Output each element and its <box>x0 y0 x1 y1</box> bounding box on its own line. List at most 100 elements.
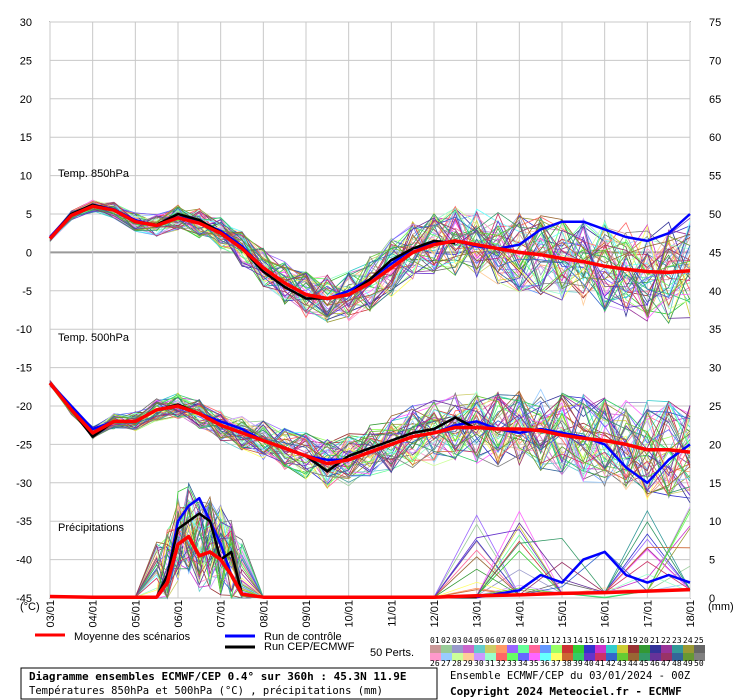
pert-color-cell <box>617 653 628 661</box>
pert-number: 16 <box>595 636 605 645</box>
pert-color-cell <box>617 645 628 653</box>
right-tick-label: 0 <box>709 593 715 605</box>
main-series <box>48 203 691 599</box>
pert-number: 41 <box>595 659 605 668</box>
pert-number: 12 <box>551 636 561 645</box>
pert-number: 32 <box>496 659 506 668</box>
left-tick-label: -30 <box>16 478 32 490</box>
pert-number: 39 <box>573 659 583 668</box>
perturbation-line-t500 <box>49 381 691 481</box>
pert-color-cell <box>672 653 683 661</box>
pert-color-cell <box>485 653 496 661</box>
x-tick-label: 18/01 <box>685 600 697 628</box>
pert-number: 34 <box>518 659 528 668</box>
pert-color-cell <box>628 653 639 661</box>
pert-color-cell <box>606 653 617 661</box>
left-tick-label: -35 <box>16 516 32 528</box>
perturbation-line-t500 <box>49 380 691 472</box>
pert-color-cell <box>518 645 529 653</box>
pert-number: 30 <box>474 659 484 668</box>
pert-color-cell <box>683 645 694 653</box>
pert-number: 17 <box>606 636 616 645</box>
pert-number: 47 <box>661 659 671 668</box>
pert-color-cell <box>628 645 639 653</box>
pert-number: 44 <box>628 659 638 668</box>
x-tick-label: 09/01 <box>301 600 313 628</box>
pert-color-cell <box>430 653 441 661</box>
panel-label-t850: Temp. 850hPa <box>58 168 130 180</box>
pert-color-cell <box>562 653 573 661</box>
series-line-precip <box>49 534 691 599</box>
pert-number: 33 <box>507 659 517 668</box>
perturbation-line-t500 <box>49 384 691 487</box>
left-tick-label: 0 <box>26 247 32 259</box>
left-tick-label: -5 <box>22 286 32 298</box>
pert-number: 46 <box>650 659 660 668</box>
right-tick-label: 20 <box>709 439 721 451</box>
left-tick-label: 30 <box>20 17 32 29</box>
legend-mean-label: Moyenne des scénarios <box>74 631 191 643</box>
right-tick-label: 55 <box>709 171 721 183</box>
pert-number: 21 <box>650 636 660 645</box>
panel-label-precip: Précipitations <box>58 522 125 534</box>
pert-color-cell <box>529 645 540 653</box>
right-tick-label: 75 <box>709 17 721 29</box>
right-tick-label: 5 <box>709 555 715 567</box>
left-unit-label: (°C) <box>20 601 40 613</box>
pert-number: 23 <box>672 636 682 645</box>
pert-number: 02 <box>441 636 451 645</box>
pert-number: 28 <box>452 659 462 668</box>
pert-color-cell <box>551 645 562 653</box>
pert-color-cell <box>573 653 584 661</box>
x-tick-label: 14/01 <box>514 600 526 628</box>
left-tick-label: -10 <box>16 324 32 336</box>
pert-number: 42 <box>606 659 616 668</box>
pert-number: 27 <box>441 659 451 668</box>
pert-number: 15 <box>584 636 594 645</box>
perturbation-line-t850 <box>49 203 691 312</box>
x-tick-label: 08/01 <box>258 600 270 628</box>
left-tick-label: -15 <box>16 363 32 375</box>
pert-color-cell <box>573 645 584 653</box>
x-tick-label: 15/01 <box>557 600 569 628</box>
right-tick-label: 10 <box>709 516 721 528</box>
pert-color-cell <box>452 645 463 653</box>
right-tick-label: 60 <box>709 132 721 144</box>
left-tick-label: -25 <box>16 439 32 451</box>
pert-number: 43 <box>617 659 627 668</box>
pert-color-cell <box>452 653 463 661</box>
perturbation-line-t500 <box>49 380 691 476</box>
pert-number: 08 <box>507 636 517 645</box>
x-tick-label: 13/01 <box>472 600 484 628</box>
x-tick-label: 07/01 <box>216 600 228 628</box>
legend-ecmwf-label: Run CEP/ECMWF <box>264 641 355 653</box>
footer-run-info: Ensemble ECMWF/CEP du 03/01/2024 - 00Z <box>450 670 690 682</box>
pert-number: 19 <box>628 636 638 645</box>
right-tick-label: 70 <box>709 55 721 67</box>
pert-color-cell <box>650 653 661 661</box>
pert-color-cell <box>595 653 606 661</box>
pert-number: 37 <box>551 659 561 668</box>
x-tick-label: 17/01 <box>642 600 654 628</box>
pert-number: 50 <box>694 659 704 668</box>
x-tick-label: 03/01 <box>45 600 57 628</box>
pert-color-cell <box>683 653 694 661</box>
footer-copyright: Copyright 2024 Meteociel.fr - ECMWF <box>450 685 682 698</box>
pert-number: 13 <box>562 636 572 645</box>
perturbation-line-t850 <box>49 208 691 319</box>
pert-color-cell <box>606 645 617 653</box>
pert-number: 29 <box>463 659 473 668</box>
x-tick-label: 12/01 <box>429 600 441 628</box>
pert-color-cell <box>507 653 518 661</box>
pert-number: 35 <box>529 659 539 668</box>
pert-number: 45 <box>639 659 649 668</box>
right-tick-label: 40 <box>709 286 721 298</box>
pert-color-cell <box>595 645 606 653</box>
series-line-t850 <box>48 204 691 301</box>
pert-color-cell <box>463 645 474 653</box>
pert-number: 01 <box>430 636 440 645</box>
pert-number: 10 <box>529 636 539 645</box>
pert-color-cell <box>661 653 672 661</box>
